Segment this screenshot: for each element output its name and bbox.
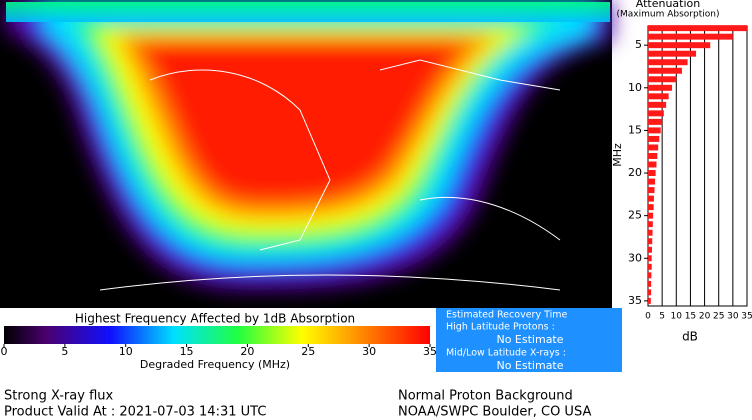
colorbar-tick-label: 20 xyxy=(240,345,254,358)
bar xyxy=(648,153,658,159)
high-value: No Estimate xyxy=(496,333,563,346)
bar xyxy=(648,221,653,228)
bar xyxy=(648,204,654,211)
polar-band xyxy=(6,2,610,22)
proton-text: Normal Proton Background xyxy=(398,389,573,404)
bar xyxy=(648,280,652,287)
x-tick-label: 5 xyxy=(659,312,665,322)
x-tick-label: 10 xyxy=(671,312,683,322)
bar xyxy=(648,272,652,279)
bar xyxy=(648,59,688,66)
y-tick-label: 35 xyxy=(628,294,642,307)
x-tick-label: 0 xyxy=(645,312,651,322)
y-tick-label: 10 xyxy=(628,81,642,94)
bar xyxy=(648,67,682,74)
bar xyxy=(648,195,654,202)
bar xyxy=(648,297,651,304)
bar xyxy=(648,93,669,100)
low-label: Mid/Low Latitude X-rays : xyxy=(446,348,566,359)
colorbar-tick-label: 0 xyxy=(1,345,8,358)
bar xyxy=(648,25,747,32)
colorbar-label: Degraded Frequency (MHz) xyxy=(140,358,290,371)
colorbar-tick-label: 30 xyxy=(362,345,376,358)
x-tick-label: 25 xyxy=(713,312,724,322)
flux-text: Strong X-ray flux xyxy=(4,389,113,404)
x-tick-label: 35 xyxy=(741,312,752,322)
bar xyxy=(648,101,667,108)
y-tick-label: 5 xyxy=(635,38,642,51)
y-axis-label: MHz xyxy=(611,143,624,167)
colorbar-tick-label: 25 xyxy=(301,345,315,358)
bar xyxy=(648,238,653,245)
y-tick-label: 20 xyxy=(628,166,642,179)
x-axis-label: dB xyxy=(682,330,698,344)
bar xyxy=(648,33,733,40)
recovery-box xyxy=(436,308,622,372)
bar xyxy=(648,118,663,125)
source-text: NOAA/SWPC Boulder, CO USA xyxy=(398,405,591,420)
valid-text: Product Valid At : 2021-07-03 14:31 UTC xyxy=(4,405,266,420)
bar xyxy=(648,161,657,168)
bar xyxy=(648,135,660,142)
bar xyxy=(648,229,653,236)
colorbar-tick-label: 10 xyxy=(119,345,133,358)
colorbar-title: Highest Frequency Affected by 1dB Absorp… xyxy=(75,312,355,326)
chart-title: Attenuation xyxy=(636,0,701,10)
low-value: No Estimate xyxy=(496,359,563,372)
y-tick-label: 15 xyxy=(628,123,642,136)
x-tick-label: 15 xyxy=(685,312,696,322)
colorbar-tick-label: 35 xyxy=(423,345,437,358)
recovery-text: Estimated Recovery Time High Latitude Pr… xyxy=(446,310,567,373)
bar xyxy=(648,170,656,177)
high-label: High Latitude Protons : xyxy=(446,322,555,333)
chart-subtitle: (Maximum Absorption) xyxy=(617,10,720,20)
y-tick-label: 25 xyxy=(628,209,642,222)
x-tick-label: 30 xyxy=(727,312,739,322)
bar xyxy=(648,246,652,253)
bar xyxy=(648,263,652,270)
y-tick-label: 30 xyxy=(628,251,642,264)
bar xyxy=(648,212,654,219)
bar xyxy=(648,178,656,185)
colorbar-tick-label: 5 xyxy=(61,345,68,358)
bar xyxy=(648,42,711,49)
colorbar-tick-label: 15 xyxy=(180,345,194,358)
bar xyxy=(648,76,677,83)
bar xyxy=(648,255,652,262)
recovery-title: Estimated Recovery Time xyxy=(446,310,567,321)
bar xyxy=(648,127,661,134)
bar xyxy=(648,187,655,194)
bar xyxy=(648,84,673,91)
x-tick-label: 20 xyxy=(699,312,711,322)
bar xyxy=(648,50,697,57)
bar xyxy=(648,289,652,296)
bar xyxy=(648,144,659,151)
coastline xyxy=(99,59,561,291)
bar xyxy=(648,110,664,117)
colorbar xyxy=(4,326,430,344)
